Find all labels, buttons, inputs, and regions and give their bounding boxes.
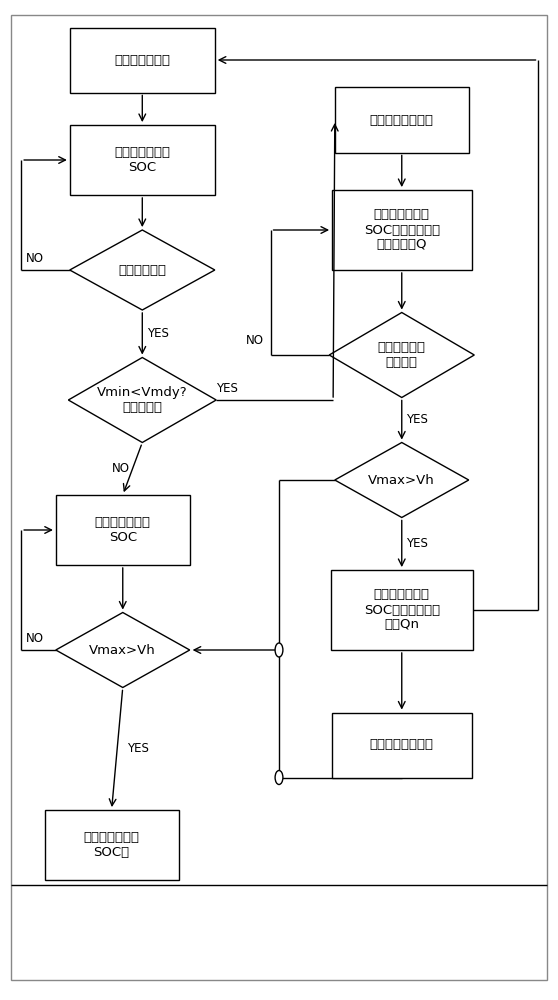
Text: 充电结束，修改
SOC值，修改电池
容量Qn: 充电结束，修改 SOC值，修改电池 容量Qn bbox=[364, 588, 440, 632]
Text: 电池充电，计算
SOC，累积电池容
量临时变量Q: 电池充电，计算 SOC，累积电池容 量临时变量Q bbox=[364, 209, 440, 251]
Text: 进入容量修正模式: 进入容量修正模式 bbox=[370, 113, 434, 126]
Bar bbox=[335, 88, 469, 152]
Polygon shape bbox=[69, 358, 217, 442]
Text: Vmax>Vh: Vmax>Vh bbox=[368, 474, 435, 487]
Polygon shape bbox=[70, 230, 215, 310]
Text: 充电结束，修改
SOC值: 充电结束，修改 SOC值 bbox=[84, 831, 140, 859]
Text: YES: YES bbox=[406, 413, 429, 426]
Text: 电池组车载运行: 电池组车载运行 bbox=[114, 53, 170, 66]
Text: 是否满足容量
修正条件: 是否满足容量 修正条件 bbox=[378, 341, 426, 369]
Text: Vmax>Vh: Vmax>Vh bbox=[89, 644, 156, 656]
Polygon shape bbox=[56, 612, 190, 688]
Bar bbox=[70, 27, 215, 93]
Text: 退出容量修正模式: 退出容量修正模式 bbox=[370, 738, 434, 752]
Text: YES: YES bbox=[127, 742, 150, 755]
Bar bbox=[70, 125, 215, 195]
Bar bbox=[332, 190, 472, 270]
Polygon shape bbox=[329, 312, 474, 397]
Text: 安时积分法计算
SOC: 安时积分法计算 SOC bbox=[114, 146, 170, 174]
Bar bbox=[332, 712, 472, 778]
Text: NO: NO bbox=[246, 334, 264, 347]
Circle shape bbox=[275, 770, 283, 784]
Text: YES: YES bbox=[217, 381, 238, 394]
Polygon shape bbox=[335, 442, 469, 518]
Text: YES: YES bbox=[147, 327, 169, 340]
Text: 电池充电，计算
SOC: 电池充电，计算 SOC bbox=[95, 516, 151, 544]
Text: NO: NO bbox=[112, 462, 130, 475]
Text: NO: NO bbox=[26, 632, 44, 645]
Text: YES: YES bbox=[406, 537, 429, 550]
Bar bbox=[45, 810, 179, 880]
Text: 电池电量过低: 电池电量过低 bbox=[118, 263, 166, 276]
Bar bbox=[330, 570, 473, 650]
Text: Vmin<Vmdy?
手动进入？: Vmin<Vmdy? 手动进入？ bbox=[97, 386, 187, 414]
Circle shape bbox=[275, 643, 283, 657]
Text: NO: NO bbox=[26, 251, 44, 264]
Bar bbox=[56, 495, 190, 565]
